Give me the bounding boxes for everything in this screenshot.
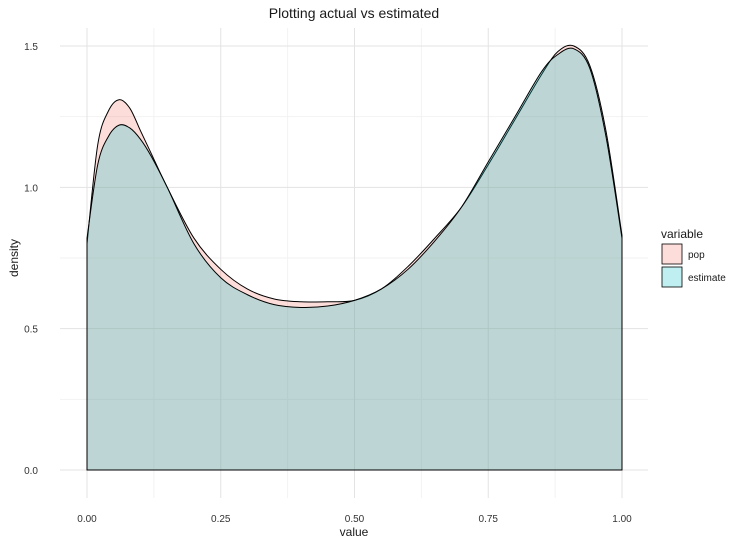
density-area-estimate [86,47,623,471]
y-tick-label: 1.5 [24,42,38,53]
x-tick-label: 0.50 [345,514,365,525]
x-axis-label: value [340,525,369,539]
legend-key-estimate [661,266,683,288]
y-tick-label: 0.0 [24,466,38,477]
x-tick-label: 0.00 [77,514,97,525]
y-tick-label: 0.5 [24,325,38,336]
x-tick-label: 1.00 [612,514,632,525]
x-tick-label: 0.25 [211,514,231,525]
density-areas [86,44,623,471]
density-area-pop [86,44,623,471]
legend: variable pop estimate [661,227,726,288]
legend-label-estimate: estimate [688,273,726,284]
legend-label-pop: pop [688,250,705,261]
y-axis-label: density [7,239,21,277]
y-tick-label: 1.0 [24,183,38,194]
tick-labels: 0.00 0.25 0.50 0.75 1.00 0.0 0.5 1.0 1.5 [24,42,632,525]
chart-title: Plotting actual vs estimated [269,5,439,21]
legend-key-pop [661,243,683,265]
x-tick-label: 0.75 [479,514,499,525]
legend-title: variable [661,227,703,241]
